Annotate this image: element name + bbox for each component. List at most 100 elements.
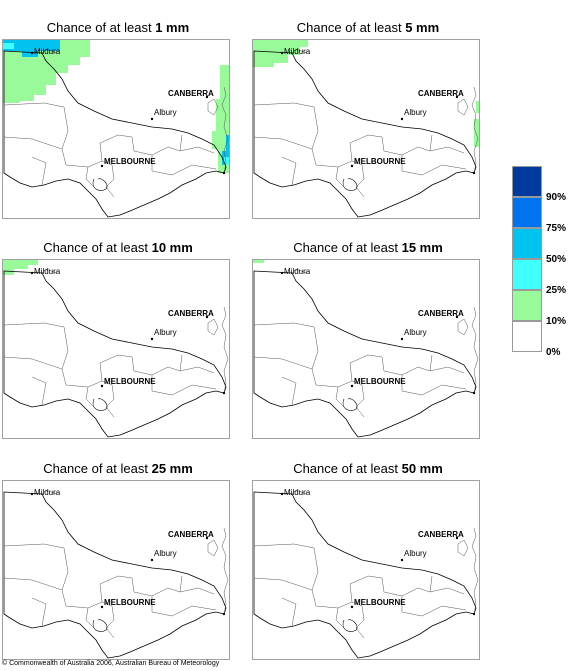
district-boundary — [315, 160, 363, 168]
port-phillip-bay — [92, 178, 108, 191]
district-boundary — [31, 156, 47, 186]
murray-river — [291, 48, 307, 54]
canberra-marker — [205, 536, 209, 540]
map-frame — [252, 480, 480, 660]
albury-marker — [150, 117, 154, 121]
act-boundary — [457, 539, 469, 557]
panel-title-5mm: Chance of at least 5 mm — [296, 20, 440, 35]
district-boundary — [311, 326, 319, 386]
district-boundary — [401, 605, 467, 617]
district-boundary — [3, 102, 65, 108]
boundaries — [3, 48, 229, 218]
act-boundary — [457, 318, 469, 336]
district-boundary — [349, 575, 383, 603]
murray-river — [41, 48, 57, 54]
victoria-map: Mildura CANBERRA Albury MELBOURNE — [2, 39, 230, 219]
district-boundary — [349, 354, 383, 382]
mildura-marker — [280, 51, 284, 55]
district-boundary — [65, 380, 113, 388]
legend-band-25-50 — [512, 259, 542, 290]
canberra-marker — [455, 536, 459, 540]
mildura-marker — [30, 492, 34, 496]
district-boundary — [179, 366, 215, 374]
panel-title-1mm: Chance of at least 1 mm — [46, 20, 190, 35]
canberra-marker — [455, 95, 459, 99]
legend-tick-label: 90% — [546, 192, 567, 203]
district-boundary — [99, 575, 133, 603]
district-boundary — [85, 607, 95, 629]
district-boundary — [65, 160, 113, 168]
cape-howe-marker — [222, 612, 226, 616]
mildura-label: Mildura — [34, 267, 61, 276]
district-boundary — [3, 577, 63, 591]
district-boundary — [311, 547, 319, 607]
map-frame — [2, 480, 230, 660]
melbourne-marker — [350, 605, 354, 609]
district-boundary — [105, 605, 115, 639]
district-boundary — [31, 597, 47, 627]
district-boundary — [429, 366, 465, 374]
port-phillip-bay — [342, 398, 358, 411]
panel-title-15mm: Chance of at least 15 mm — [293, 240, 443, 255]
canberra-label: CANBERRA — [418, 309, 464, 318]
cape-howe-marker — [472, 171, 476, 175]
nsw-coastline — [471, 86, 479, 174]
legend-band-50-75 — [512, 228, 542, 259]
map-15mm: Mildura CANBERRA Albury MELBOURNE — [252, 259, 480, 439]
melbourne-marker — [350, 384, 354, 388]
district-boundary — [131, 136, 153, 171]
map-1mm: Mildura CANBERRA Albury MELBOURNE — [2, 39, 230, 219]
district-boundary — [179, 146, 215, 154]
district-boundary — [381, 577, 403, 612]
albury-label: Albury — [154, 108, 177, 117]
district-boundary — [65, 601, 113, 609]
map-frame — [2, 39, 230, 219]
district-boundary — [253, 322, 315, 328]
district-boundary — [151, 354, 183, 376]
district-boundary — [151, 134, 183, 156]
cape-howe-marker — [222, 391, 226, 395]
district-boundary — [61, 106, 69, 166]
legend-tick-label: 25% — [546, 285, 567, 296]
district-boundary — [151, 164, 217, 176]
legend-band-90-100 — [512, 166, 542, 197]
act-boundary — [207, 539, 219, 557]
district-boundary — [253, 136, 313, 150]
panel-title-50mm: Chance of at least 50 mm — [293, 461, 443, 476]
district-boundary — [355, 164, 365, 198]
albury-label: Albury — [404, 328, 427, 337]
cape-howe-marker — [222, 171, 226, 175]
melbourne-marker — [100, 384, 104, 388]
district-boundary — [381, 136, 403, 171]
boundaries — [253, 268, 479, 438]
canberra-label: CANBERRA — [168, 309, 214, 318]
canberra-label: CANBERRA — [418, 530, 464, 539]
district-boundary — [281, 376, 297, 406]
boundaries — [253, 48, 479, 218]
murray-river — [41, 268, 57, 274]
legend-tick-label: 10% — [546, 316, 567, 327]
district-boundary — [253, 577, 313, 591]
murray-river — [291, 489, 307, 495]
state-boundary — [3, 270, 227, 438]
state-boundary — [3, 50, 227, 218]
port-phillip-bay — [342, 619, 358, 632]
district-boundary — [355, 605, 365, 639]
map-5mm: Mildura CANBERRA Albury MELBOURNE — [252, 39, 480, 219]
victoria-map: Mildura CANBERRA Albury MELBOURNE — [252, 39, 480, 219]
map-frame — [252, 39, 480, 219]
melbourne-marker — [350, 164, 354, 168]
melbourne-label: MELBOURNE — [354, 598, 406, 607]
legend-band-0-10 — [512, 321, 542, 352]
port-phillip-bay — [92, 398, 108, 411]
district-boundary — [179, 587, 215, 595]
district-boundary — [105, 164, 115, 198]
district-boundary — [253, 543, 315, 549]
boundaries — [3, 489, 229, 659]
district-boundary — [401, 384, 467, 396]
district-boundary — [99, 354, 133, 382]
district-boundary — [315, 380, 363, 388]
act-boundary — [207, 98, 219, 116]
canberra-marker — [455, 315, 459, 319]
district-boundary — [253, 356, 313, 370]
